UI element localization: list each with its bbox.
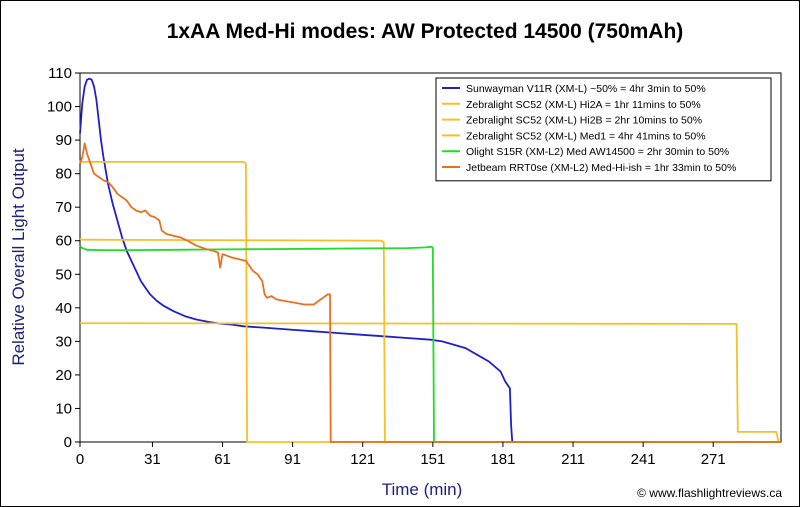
chart-title: 1xAA Med-Hi modes: AW Protected 14500 (7… <box>167 20 684 43</box>
x-tick-label: 121 <box>350 451 375 468</box>
x-tick-label: 31 <box>144 451 161 468</box>
legend-entry: Jetbeam RRT0se (XM-L2) Med-Hi-ish = 1hr … <box>466 162 736 174</box>
y-tick-label: 0 <box>64 434 72 451</box>
y-tick-label: 100 <box>47 99 72 116</box>
legend-box <box>435 77 772 182</box>
x-tick-label: 0 <box>76 451 84 468</box>
legend: Sunwayman V11R (XM-L) ~50% = 4hr 3min to… <box>435 77 772 182</box>
series-line-5 <box>79 142 781 443</box>
axes-layer: 0 31 61 91 121 151 181 211 241 271 0 10 20 30 40 50 60 70… <box>47 65 726 468</box>
series-line-0 <box>79 77 781 443</box>
legend-entry: Zebralight SC52 (XM-L) Hi2B = 2hr 10mins… <box>466 115 702 127</box>
series-line-3 <box>79 322 781 443</box>
x-tick-label: 151 <box>420 451 445 468</box>
series-layer <box>79 77 781 443</box>
y-tick-label: 40 <box>55 300 72 317</box>
y-tick-label: 90 <box>55 132 72 149</box>
y-tick-label: 110 <box>48 65 72 82</box>
series-line-1 <box>79 159 781 443</box>
credit-text: © www.flashlightreviews.ca <box>637 486 782 500</box>
y-tick-label: 20 <box>55 367 72 384</box>
x-tick-label: 181 <box>490 451 515 468</box>
y-tick-label: 50 <box>55 266 72 283</box>
plot-area: 0 31 61 91 121 151 181 211 241 271 0 10 20 30 40 50 60 70… <box>47 65 782 468</box>
legend-entry: Sunwayman V11R (XM-L) ~50% = 4hr 3min to… <box>466 83 706 95</box>
x-tick-label: 61 <box>214 451 231 468</box>
y-tick-label: 30 <box>55 333 72 350</box>
legend-entry: Zebralight SC52 (XM-L) Hi2A = 1hr 11mins… <box>466 99 701 111</box>
y-axis-label: Relative Overall Light Output <box>9 148 28 366</box>
series-line-4 <box>79 245 781 443</box>
x-tick-label: 91 <box>284 451 301 468</box>
legend-entry: Zebralight SC52 (XM-L) Med1 = 4hr 41mins… <box>466 130 706 142</box>
x-tick-label: 241 <box>631 451 656 468</box>
y-tick-label: 70 <box>55 199 72 216</box>
y-tick-label: 60 <box>55 233 72 250</box>
x-axis-label: Time (min) <box>382 480 463 499</box>
legend-entry: Olight S15R (XM-L2) Med AW14500 = 2hr 30… <box>466 146 729 158</box>
x-tick-label: 271 <box>701 451 726 468</box>
y-tick-label: 80 <box>55 166 72 183</box>
y-tick-label: 10 <box>55 400 72 417</box>
x-tick-label: 211 <box>561 451 585 468</box>
